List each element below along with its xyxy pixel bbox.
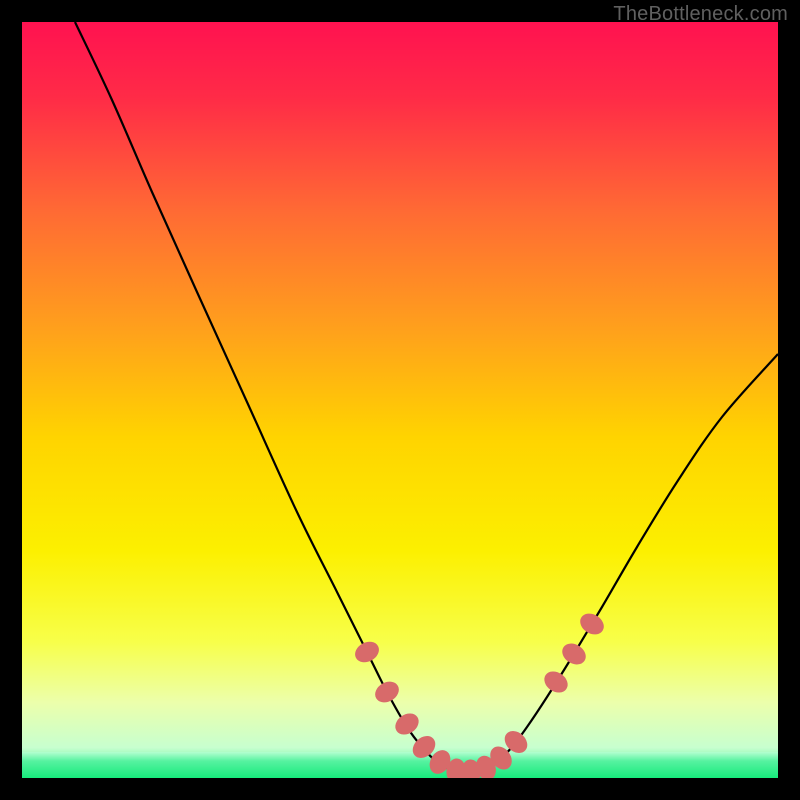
curve-marker [372,678,402,706]
watermark-text: TheBottleneck.com [613,3,788,26]
curve-marker [541,668,571,696]
curve-path [75,22,778,772]
curve-marker [352,638,382,665]
bottleneck-curve [22,22,778,778]
curve-marker [577,610,607,638]
curve-markers [352,610,607,778]
curve-marker [392,710,422,738]
plot-area [22,22,778,778]
curve-marker [559,640,589,668]
chart-frame: TheBottleneck.com [0,0,800,800]
